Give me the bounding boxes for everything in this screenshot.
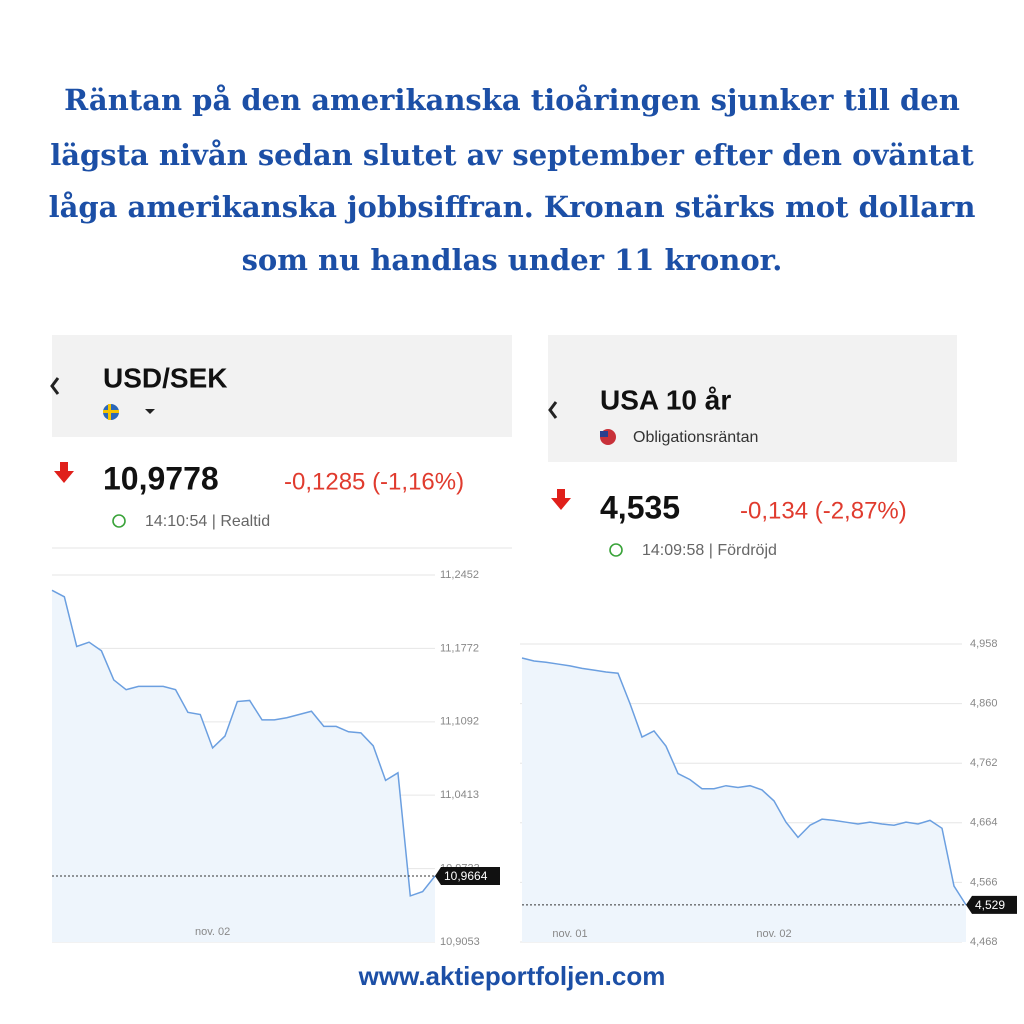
x-tick-label: nov. 01 xyxy=(552,928,587,940)
y-tick-label: 4,566 xyxy=(970,876,998,888)
change: -0,134 (-2,87%) xyxy=(740,497,907,524)
dropdown[interactable] xyxy=(145,409,155,414)
y-tick-label: 4,664 xyxy=(970,817,998,829)
x-tick-label: nov. 02 xyxy=(195,926,230,938)
footer: www.aktieportfoljen.com xyxy=(358,961,666,991)
area xyxy=(522,657,966,942)
current-box xyxy=(966,895,1017,914)
back-icon[interactable] xyxy=(50,377,60,395)
y-tick-label: 11,0413 xyxy=(440,789,479,801)
y-tick-label: 4,860 xyxy=(970,698,998,710)
y-tick-label: 4,762 xyxy=(970,757,998,769)
time: 14:10:54 | Realtid xyxy=(145,513,270,530)
headline: låga amerikanska jobbsiffran. Kronan stä… xyxy=(49,190,976,224)
headline: som nu handlas under 11 kronor. xyxy=(242,243,783,277)
y-tick-label: 11,1772 xyxy=(440,642,479,654)
change: -0,1285 (-1,16%) xyxy=(284,468,464,495)
back-icon[interactable] xyxy=(548,401,558,419)
price: 10,9778 xyxy=(103,460,219,496)
time: 14:09:58 | Fördröjd xyxy=(642,542,777,559)
y-tick-label: 4,468 xyxy=(970,936,998,948)
y-tick-label: 10,9053 xyxy=(440,936,480,948)
x-tick-label: nov. 02 xyxy=(756,928,791,940)
symbol: USA 10 år xyxy=(600,384,731,415)
current-box xyxy=(435,867,500,886)
clock xyxy=(112,514,126,528)
clock xyxy=(609,543,623,557)
line xyxy=(51,589,436,897)
flag xyxy=(108,404,111,420)
symbol: USD/SEK xyxy=(103,362,227,393)
subtitle: Obligationsräntan xyxy=(633,429,758,446)
current-label: 4,529 xyxy=(975,898,1005,912)
down-arrow xyxy=(54,462,74,483)
header-bg xyxy=(52,335,512,437)
current-label: 10,9664 xyxy=(444,869,488,883)
price: 4,535 xyxy=(600,489,680,525)
y-tick-label: 4,958 xyxy=(970,638,998,650)
down-arrow xyxy=(551,489,571,510)
y-tick-label: 11,1092 xyxy=(440,716,479,728)
header-bg xyxy=(548,335,957,462)
headline: Räntan på den amerikanska tioåringen sju… xyxy=(64,83,960,117)
headline: lägsta nivån sedan slutet av september e… xyxy=(50,138,974,172)
flag xyxy=(600,431,608,437)
line xyxy=(521,657,967,906)
area xyxy=(52,590,435,942)
y-tick-label: 11,2452 xyxy=(440,569,479,581)
